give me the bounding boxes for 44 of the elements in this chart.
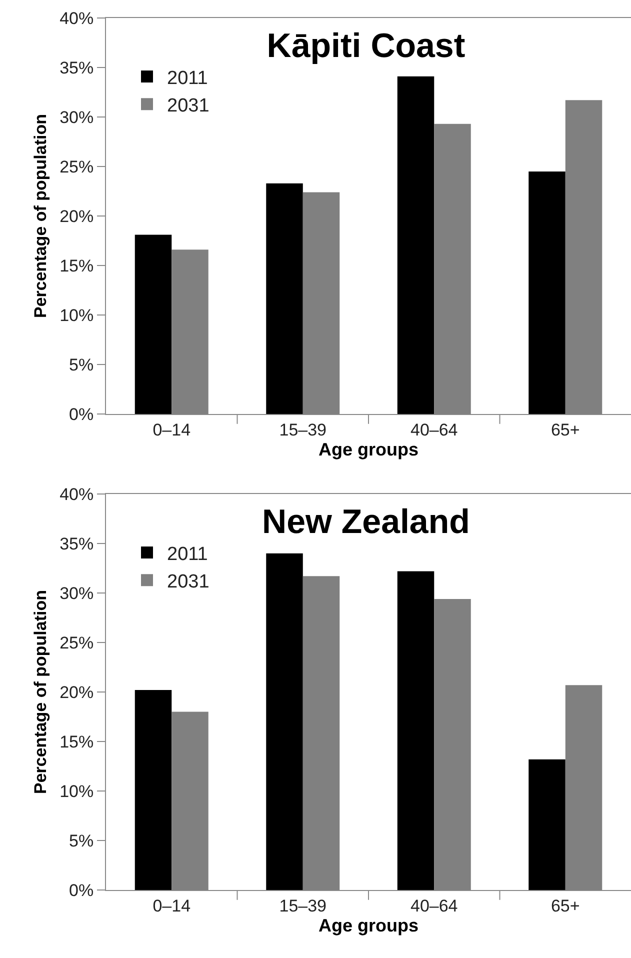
x-axis-title: Age groups	[318, 439, 419, 460]
y-tick-label: 5%	[69, 355, 94, 374]
chart-title: New Zealand	[262, 503, 470, 542]
bar	[528, 759, 566, 890]
y-axis-title: Percentage of population	[31, 590, 50, 794]
y-tick-label: 25%	[60, 157, 94, 176]
bar	[266, 553, 303, 890]
legend-label: 2011	[167, 544, 208, 565]
y-tick-label: 10%	[60, 306, 94, 325]
legend-label: 2031	[167, 572, 210, 593]
bar	[134, 690, 172, 890]
bar	[134, 234, 172, 414]
legend-label: 2011	[167, 68, 208, 89]
y-tick-label: 30%	[60, 108, 94, 127]
y-axis-title: Percentage of population	[31, 114, 50, 318]
x-tick-label: 15–39	[279, 896, 327, 916]
x-tick-label: 40–64	[410, 420, 458, 440]
y-tick-label: 35%	[60, 534, 94, 554]
x-axis-title: Age groups	[318, 915, 419, 936]
y-tick-label: 20%	[60, 682, 94, 702]
y-tick-label: 10%	[60, 782, 94, 801]
bar	[528, 171, 566, 414]
bar	[397, 571, 434, 890]
y-tick-label: 40%	[60, 484, 94, 504]
y-tick-label: 15%	[60, 732, 94, 752]
y-tick-label: 0%	[69, 404, 94, 424]
y-tick-label: 25%	[60, 633, 94, 652]
x-tick-label: 0–14	[152, 420, 191, 440]
x-tick-label: 65+	[550, 420, 580, 440]
y-tick-label: 20%	[60, 206, 94, 226]
x-tick-label: 65+	[550, 896, 580, 916]
legend-label: 2031	[167, 96, 210, 117]
y-tick-label: 15%	[60, 256, 94, 276]
x-tick-label: 0–14	[152, 896, 191, 916]
y-tick-label: 40%	[60, 8, 94, 28]
y-tick-label: 0%	[69, 880, 94, 900]
x-tick-label: 15–39	[279, 420, 327, 440]
y-tick-label: 35%	[60, 58, 94, 78]
y-tick-label: 5%	[69, 831, 94, 850]
x-tick-label: 40–64	[410, 896, 458, 916]
bar	[266, 183, 303, 414]
chart-title: Kāpiti Coast	[266, 27, 466, 66]
y-tick-label: 30%	[60, 584, 94, 603]
bar	[397, 76, 434, 414]
